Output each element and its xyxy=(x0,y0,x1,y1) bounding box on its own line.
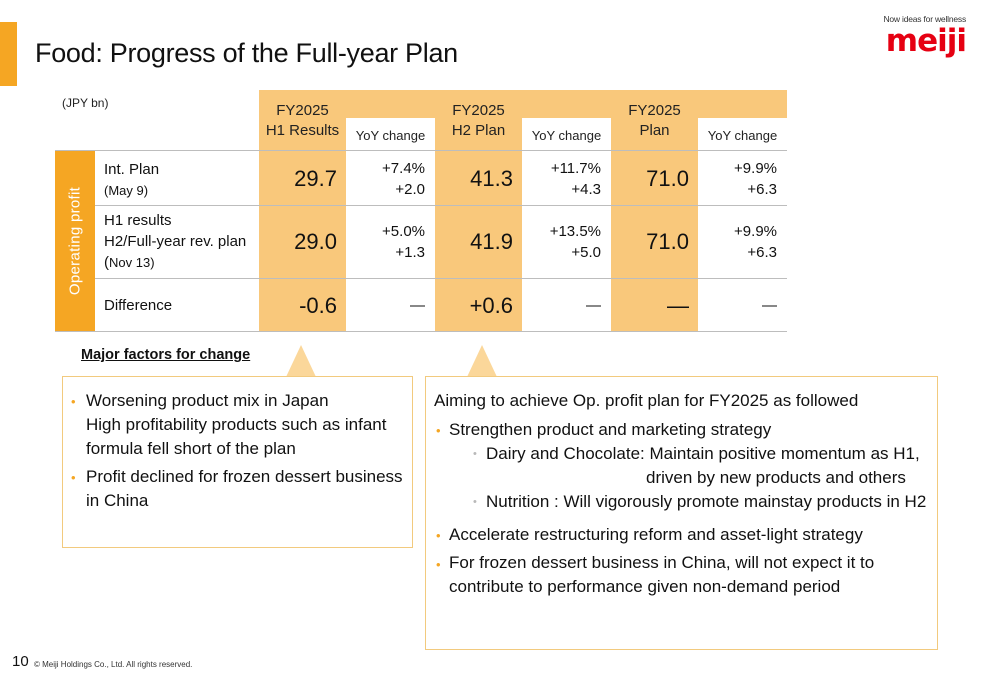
yoy-h1-revised: +5.0% +1.3 xyxy=(382,223,425,261)
left-bullet-2: Profit declined for frozen dessert busin… xyxy=(86,467,403,510)
value-h2-int-plan: 41.3 xyxy=(470,166,513,191)
unit-label: (JPY bn) xyxy=(62,96,109,110)
value-fy-difference: — xyxy=(667,293,689,318)
bullet-icon: • xyxy=(71,470,76,485)
bullet-icon: • xyxy=(436,423,441,438)
header-h2-yoy: YoY change xyxy=(531,128,602,143)
left-bullet-1: Worsening product mix in Japan High prof… xyxy=(86,391,387,458)
fy-yoy-header-bg xyxy=(698,118,787,150)
fy-value-column xyxy=(611,151,698,331)
logo-wordmark: meiji xyxy=(885,23,967,59)
right-intro: Aiming to achieve Op. profit plan for FY… xyxy=(434,391,859,410)
right-bullet-3: For frozen dessert business in China, wi… xyxy=(449,553,875,596)
operating-profit-label: Operating profit xyxy=(55,151,95,331)
bullet-icon: • xyxy=(436,528,441,543)
yoy-fy-difference: — xyxy=(762,297,777,314)
h2-yoy-header-bg xyxy=(522,118,611,150)
header-h1-yoy: YoY change xyxy=(355,128,426,143)
factors-title: Major factors for change xyxy=(81,347,251,363)
yoy-h2-revised: +13.5% +5.0 xyxy=(549,223,601,261)
yoy-h1-difference: — xyxy=(410,297,425,314)
row-label-revised-plan: H1 results H2/Full-year rev. plan (Nov 1… xyxy=(104,212,247,271)
yoy-fy-int-plan: +9.9% +6.3 xyxy=(734,160,777,198)
right-plan-box xyxy=(425,376,938,650)
sub-bullet-icon: • xyxy=(473,496,477,508)
h2-value-column xyxy=(435,151,522,331)
value-fy-int-plan: 71.0 xyxy=(646,166,689,191)
right-bullet-1: Strengthen product and marketing strateg… xyxy=(449,420,772,439)
callout-pointer-left xyxy=(286,345,316,377)
row-label-int-plan: Int. Plan (May 9) xyxy=(104,161,160,198)
logo-tagline: Now ideas for wellness xyxy=(883,14,966,24)
header-fy: FY2025 Plan xyxy=(628,102,681,139)
header-h1: FY2025 H1 Results xyxy=(265,102,340,139)
value-h2-difference: +0.6 xyxy=(469,293,513,318)
yoy-h1-int-plan: +7.4% +2.0 xyxy=(382,160,425,198)
header-fy-yoy: YoY change xyxy=(707,128,778,143)
value-h1-int-plan: 29.7 xyxy=(294,166,337,191)
copyright: © Meiji Holdings Co., Ltd. All rights re… xyxy=(34,660,193,669)
callout-pointer-right xyxy=(467,345,497,377)
page-title: Food: Progress of the Full-year Plan xyxy=(35,38,458,68)
left-factors-box xyxy=(62,376,413,548)
table-rule xyxy=(55,150,787,151)
value-h1-difference: -0.6 xyxy=(299,293,337,318)
yoy-fy-revised: +9.9% +6.3 xyxy=(734,223,777,261)
value-fy-revised: 71.0 xyxy=(646,229,689,254)
bullet-icon: • xyxy=(436,557,441,572)
sub-bullet-icon: • xyxy=(473,448,477,460)
right-sub-1: Dairy and Chocolate: Maintain positive m… xyxy=(486,444,920,463)
meiji-logo: Now ideas for wellness meiji xyxy=(883,14,967,59)
right-sub-1-cont: driven by new products and others xyxy=(646,468,906,487)
yoy-h2-int-plan: +11.7% +4.3 xyxy=(550,160,601,198)
table-rule xyxy=(55,278,787,279)
table-rule xyxy=(55,205,787,206)
table-rule xyxy=(55,331,787,332)
right-bullet-2: Accelerate restructuring reform and asse… xyxy=(449,525,863,544)
accent-bar xyxy=(0,22,17,86)
h1-value-column xyxy=(259,151,346,331)
value-h2-revised: 41.9 xyxy=(470,229,513,254)
row-label-difference: Difference xyxy=(104,297,173,314)
h1-yoy-header-bg xyxy=(346,118,435,150)
yoy-h2-difference: — xyxy=(586,297,601,314)
right-sub-2: Nutrition : Will vigorously promote main… xyxy=(486,492,927,511)
value-h1-revised: 29.0 xyxy=(294,229,337,254)
page-number: 10 xyxy=(12,653,29,670)
bullet-icon: • xyxy=(71,394,76,409)
header-h2: FY2025 H2 Plan xyxy=(451,102,506,139)
